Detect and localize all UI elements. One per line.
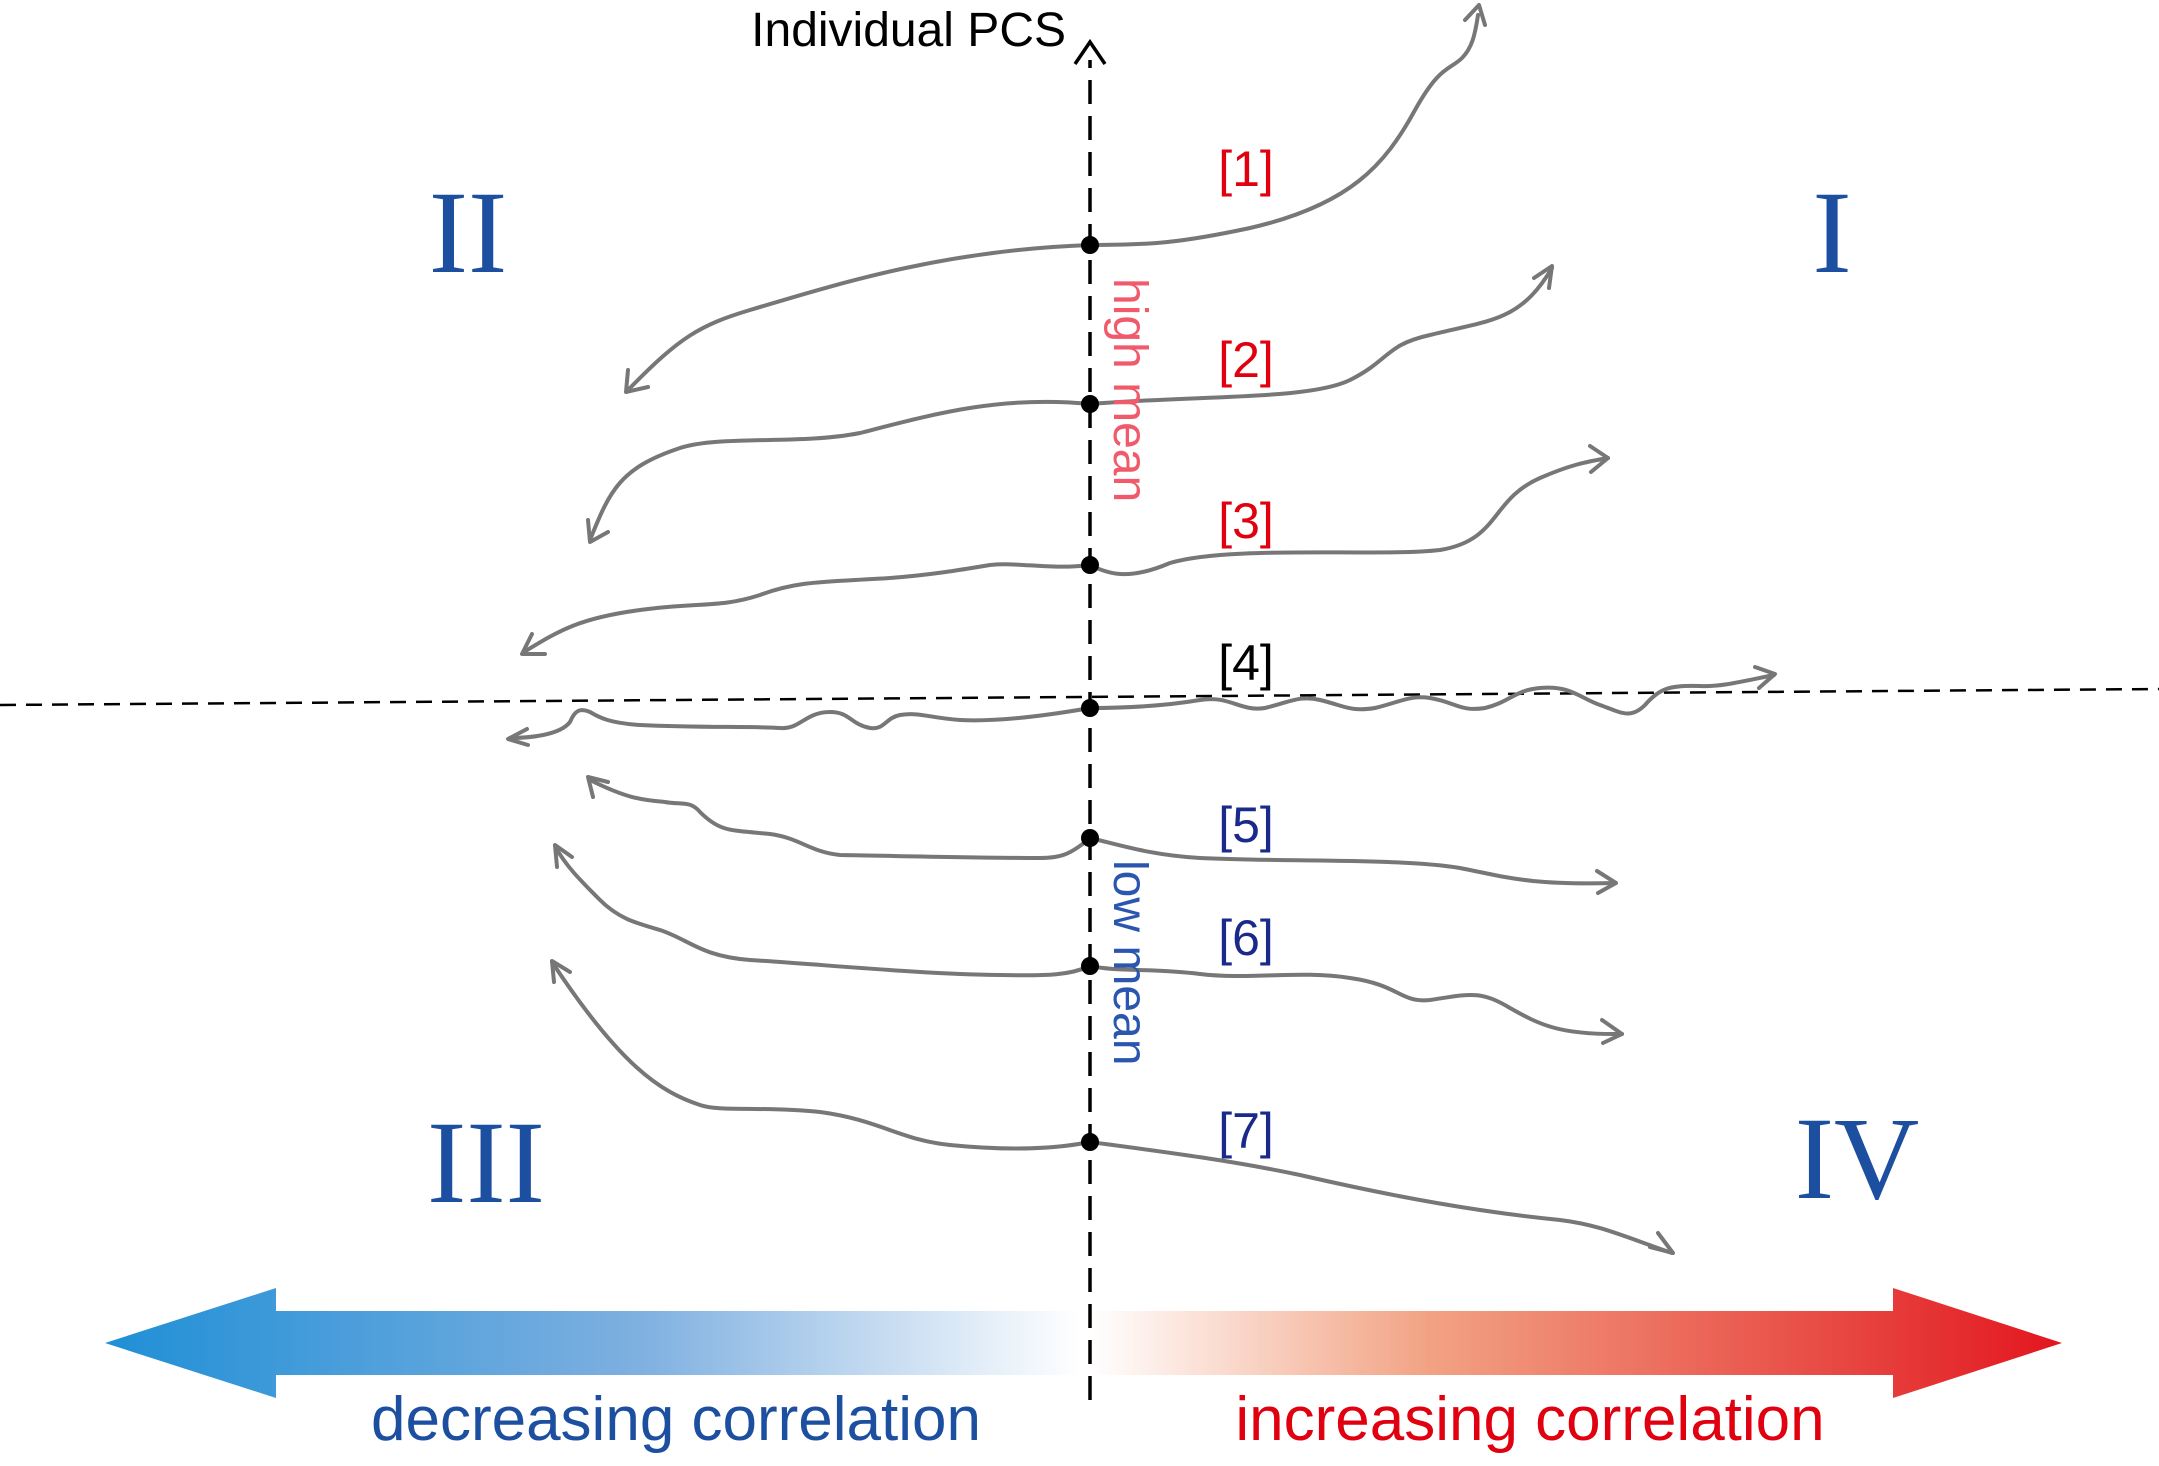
curve-5-arrowhead-left [586,775,610,799]
curve-2-arrowhead-right [1532,264,1554,290]
curve-7-arrowhead-left [550,959,572,984]
curve-4-left [508,706,1092,740]
quadrant-4-label: IV [1795,1093,1920,1224]
curve-6-left [553,844,1092,978]
mean-reference-line [0,687,2159,707]
curve-1-arrowhead-right [1463,3,1487,27]
series-label-3: [3] [1218,493,1274,549]
mean-dot-3 [1081,556,1099,574]
series-label-1: [1] [1218,141,1274,197]
low-mean-label: low mean [1103,860,1156,1065]
curve-7-arrowhead-right [1648,1231,1675,1255]
curve-3 [1088,456,1610,577]
mean-dot-7 [1081,1133,1099,1151]
curve-1-left [628,243,1092,390]
curve-1 [1088,13,1480,247]
mean-dot-4 [1081,699,1099,717]
decreasing-arrow [105,1288,1080,1398]
mean-dot-5 [1081,829,1099,847]
curve-1-arrowhead-left [624,368,650,394]
curve-3-arrowhead-left [520,632,547,656]
curve-4-arrowhead-left [506,727,530,747]
curve-6 [1088,964,1624,1037]
mean-dot-2 [1081,395,1099,413]
curve-4 [1088,673,1776,716]
increasing-correlation-label: increasing correlation [1235,1385,1824,1454]
curve-3-arrowhead-right [1588,444,1610,474]
quadrant-3-label: III [427,1097,545,1228]
curve-5-left [588,778,1092,860]
series-label-2: [2] [1218,332,1274,388]
quadrant-1-label: I [1812,167,1851,298]
curve-2-left [588,399,1092,542]
curve-6-arrowhead-right [1600,1018,1624,1045]
curve-4-arrowhead-right [1753,665,1777,690]
curve-7 [1088,1140,1674,1255]
series-label-4: [4] [1218,635,1274,691]
curve-7-left [550,960,1092,1151]
curve-5-arrowhead-right [1595,869,1618,895]
curve-2 [1088,266,1554,406]
curve-3-left [522,562,1092,654]
quadrant-2-label: II [429,167,508,298]
high-mean-label: high mean [1103,278,1156,502]
curve-6-arrowhead-left [553,843,574,869]
mean-dot-1 [1081,236,1099,254]
series-label-6: [6] [1218,910,1274,966]
decreasing-correlation-label: decreasing correlation [371,1385,981,1454]
series-label-5: [5] [1218,797,1274,853]
pcs-axis-arrowhead [1073,38,1107,65]
increasing-arrow [1090,1288,2062,1398]
curve-2-arrowhead-left [586,518,610,544]
curve-5 [1088,836,1617,886]
series-label-7: [7] [1218,1103,1274,1159]
mean-dot-6 [1081,957,1099,975]
y-axis-label: Individual PCS [751,4,1066,57]
